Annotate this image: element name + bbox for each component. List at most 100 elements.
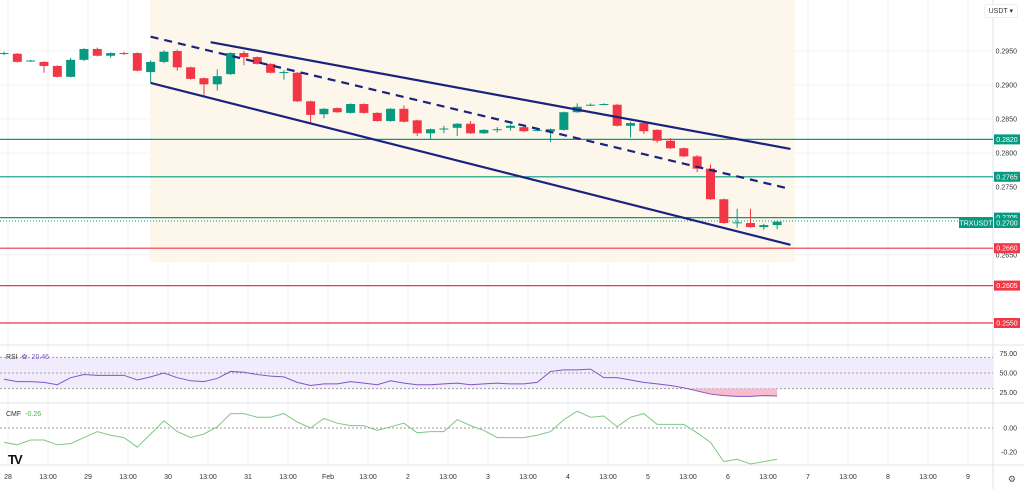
- level-price-label: 0.2660: [994, 243, 1020, 254]
- candle-bearish: [186, 67, 196, 79]
- last-price-label: 0.2700: [996, 221, 1018, 228]
- candle-bearish: [359, 104, 369, 113]
- candle-bullish: [319, 108, 329, 115]
- level-label-text: 0.2605: [996, 283, 1018, 290]
- candle-bullish: [506, 125, 516, 128]
- candle-bullish: [426, 129, 436, 134]
- candle-bullish: [452, 123, 462, 128]
- price-tick-label: 0.2850: [996, 117, 1018, 124]
- symbol-label-bg: [959, 218, 993, 228]
- channel-upper-line: [210, 41, 791, 151]
- time-tick-label: 4: [566, 474, 570, 481]
- candle-bearish: [612, 104, 622, 126]
- candle-bullish: [159, 51, 169, 62]
- rsi-line: [3, 368, 778, 397]
- channel-middle-line: [150, 35, 791, 191]
- candle-bearish: [399, 108, 409, 122]
- time-tick-label: 29: [84, 474, 92, 481]
- candle-bearish: [705, 168, 715, 200]
- level-label-bg: [994, 318, 1020, 328]
- rsi-tick-label: 25.00: [999, 390, 1017, 397]
- candle-bearish: [412, 120, 422, 134]
- time-tick-label: 2: [406, 474, 410, 481]
- candle-bearish: [39, 61, 49, 66]
- candle-bullish: [732, 222, 742, 224]
- candle-bearish: [119, 53, 129, 55]
- candle-bearish: [252, 57, 262, 64]
- candle-bearish: [719, 199, 729, 224]
- candle-bullish: [559, 112, 569, 130]
- currency-selector[interactable]: USDT ▾: [983, 4, 1018, 18]
- candle-bearish: [466, 123, 476, 134]
- candle-bullish: [66, 59, 76, 77]
- time-tick-label: 6: [726, 474, 730, 481]
- cmf-line: [3, 410, 778, 465]
- time-tick-label: 13:00: [919, 474, 937, 481]
- candle-bullish: [146, 61, 156, 73]
- candle-bearish: [266, 63, 276, 73]
- time-tick-label: 13:00: [679, 474, 697, 481]
- cmf-legend: CMF -0.26: [6, 411, 41, 418]
- candle-bullish: [212, 76, 222, 85]
- candle-bearish: [332, 108, 342, 113]
- time-tick-label: 9: [966, 474, 970, 481]
- candle-bearish: [519, 127, 529, 132]
- candle-bearish: [679, 148, 689, 157]
- candle-bearish: [52, 65, 62, 77]
- level-label-bg: [994, 243, 1020, 254]
- price-tick-label: 0.2950: [996, 49, 1018, 56]
- candle-bullish: [346, 104, 356, 113]
- time-tick-label: 13:00: [519, 474, 537, 481]
- rsi-tick-label: 75.00: [999, 351, 1017, 358]
- candle-bullish: [626, 123, 636, 126]
- candle-bearish: [132, 53, 142, 71]
- candle-bearish: [639, 123, 649, 132]
- candle-bullish: [546, 129, 556, 132]
- candle-bearish: [172, 51, 182, 68]
- time-tick-label: 13:00: [439, 474, 457, 481]
- tradingview-logo-icon[interactable]: TV: [8, 452, 23, 467]
- level-label-bg: [994, 171, 1020, 182]
- time-tick-label: 3: [486, 474, 490, 481]
- candle-bullish: [772, 221, 782, 226]
- settings-gear-icon[interactable]: ⚙: [1007, 474, 1016, 484]
- candle-bearish: [652, 129, 662, 141]
- rsi-value: 20.46: [31, 353, 50, 361]
- rsi-title: RSI: [6, 353, 18, 361]
- candle-bullish: [386, 108, 396, 122]
- candle-bearish: [666, 140, 675, 149]
- time-tick-label: 13:00: [279, 474, 297, 481]
- candle-bearish: [292, 72, 302, 102]
- level-label-text: 0.2550: [996, 321, 1018, 328]
- time-tick-label: 13:00: [39, 474, 57, 481]
- candle-bullish: [759, 225, 769, 228]
- cmf-title: CMF: [6, 411, 22, 418]
- price-tick-label: 0.2650: [996, 253, 1018, 260]
- time-tick-label: Feb: [322, 474, 334, 481]
- level-price-label: 0.2605: [994, 280, 1020, 291]
- level-price-label: 0.2820: [994, 134, 1020, 145]
- level-label-bg: [994, 212, 1020, 223]
- candle-bullish: [586, 104, 596, 106]
- time-tick-label: 30: [164, 474, 172, 481]
- candle-bearish: [239, 53, 249, 58]
- last-price-label-bg: [994, 218, 1020, 228]
- price-tick-label: 0.2750: [996, 185, 1018, 192]
- channel-lower-line: [150, 81, 791, 246]
- price-tick-label: 0.2800: [996, 151, 1018, 158]
- level-label-bg: [994, 280, 1020, 291]
- candle-bearish: [372, 112, 382, 122]
- level-price-label: 0.2765: [994, 171, 1020, 182]
- level-label-text: 0.2820: [996, 137, 1018, 144]
- candle-bullish: [492, 129, 502, 131]
- rsi-settings-icon[interactable]: ✿: [21, 354, 28, 361]
- time-tick-label: 13:00: [759, 474, 777, 481]
- candle-bullish: [279, 72, 289, 74]
- level-price-label: 0.2550: [994, 318, 1020, 328]
- candle-bullish: [479, 129, 489, 134]
- candle-bullish: [532, 129, 542, 131]
- candle-bullish: [599, 104, 609, 106]
- time-tick-label: 13:00: [119, 474, 137, 481]
- time-tick-label: 13:00: [839, 474, 857, 481]
